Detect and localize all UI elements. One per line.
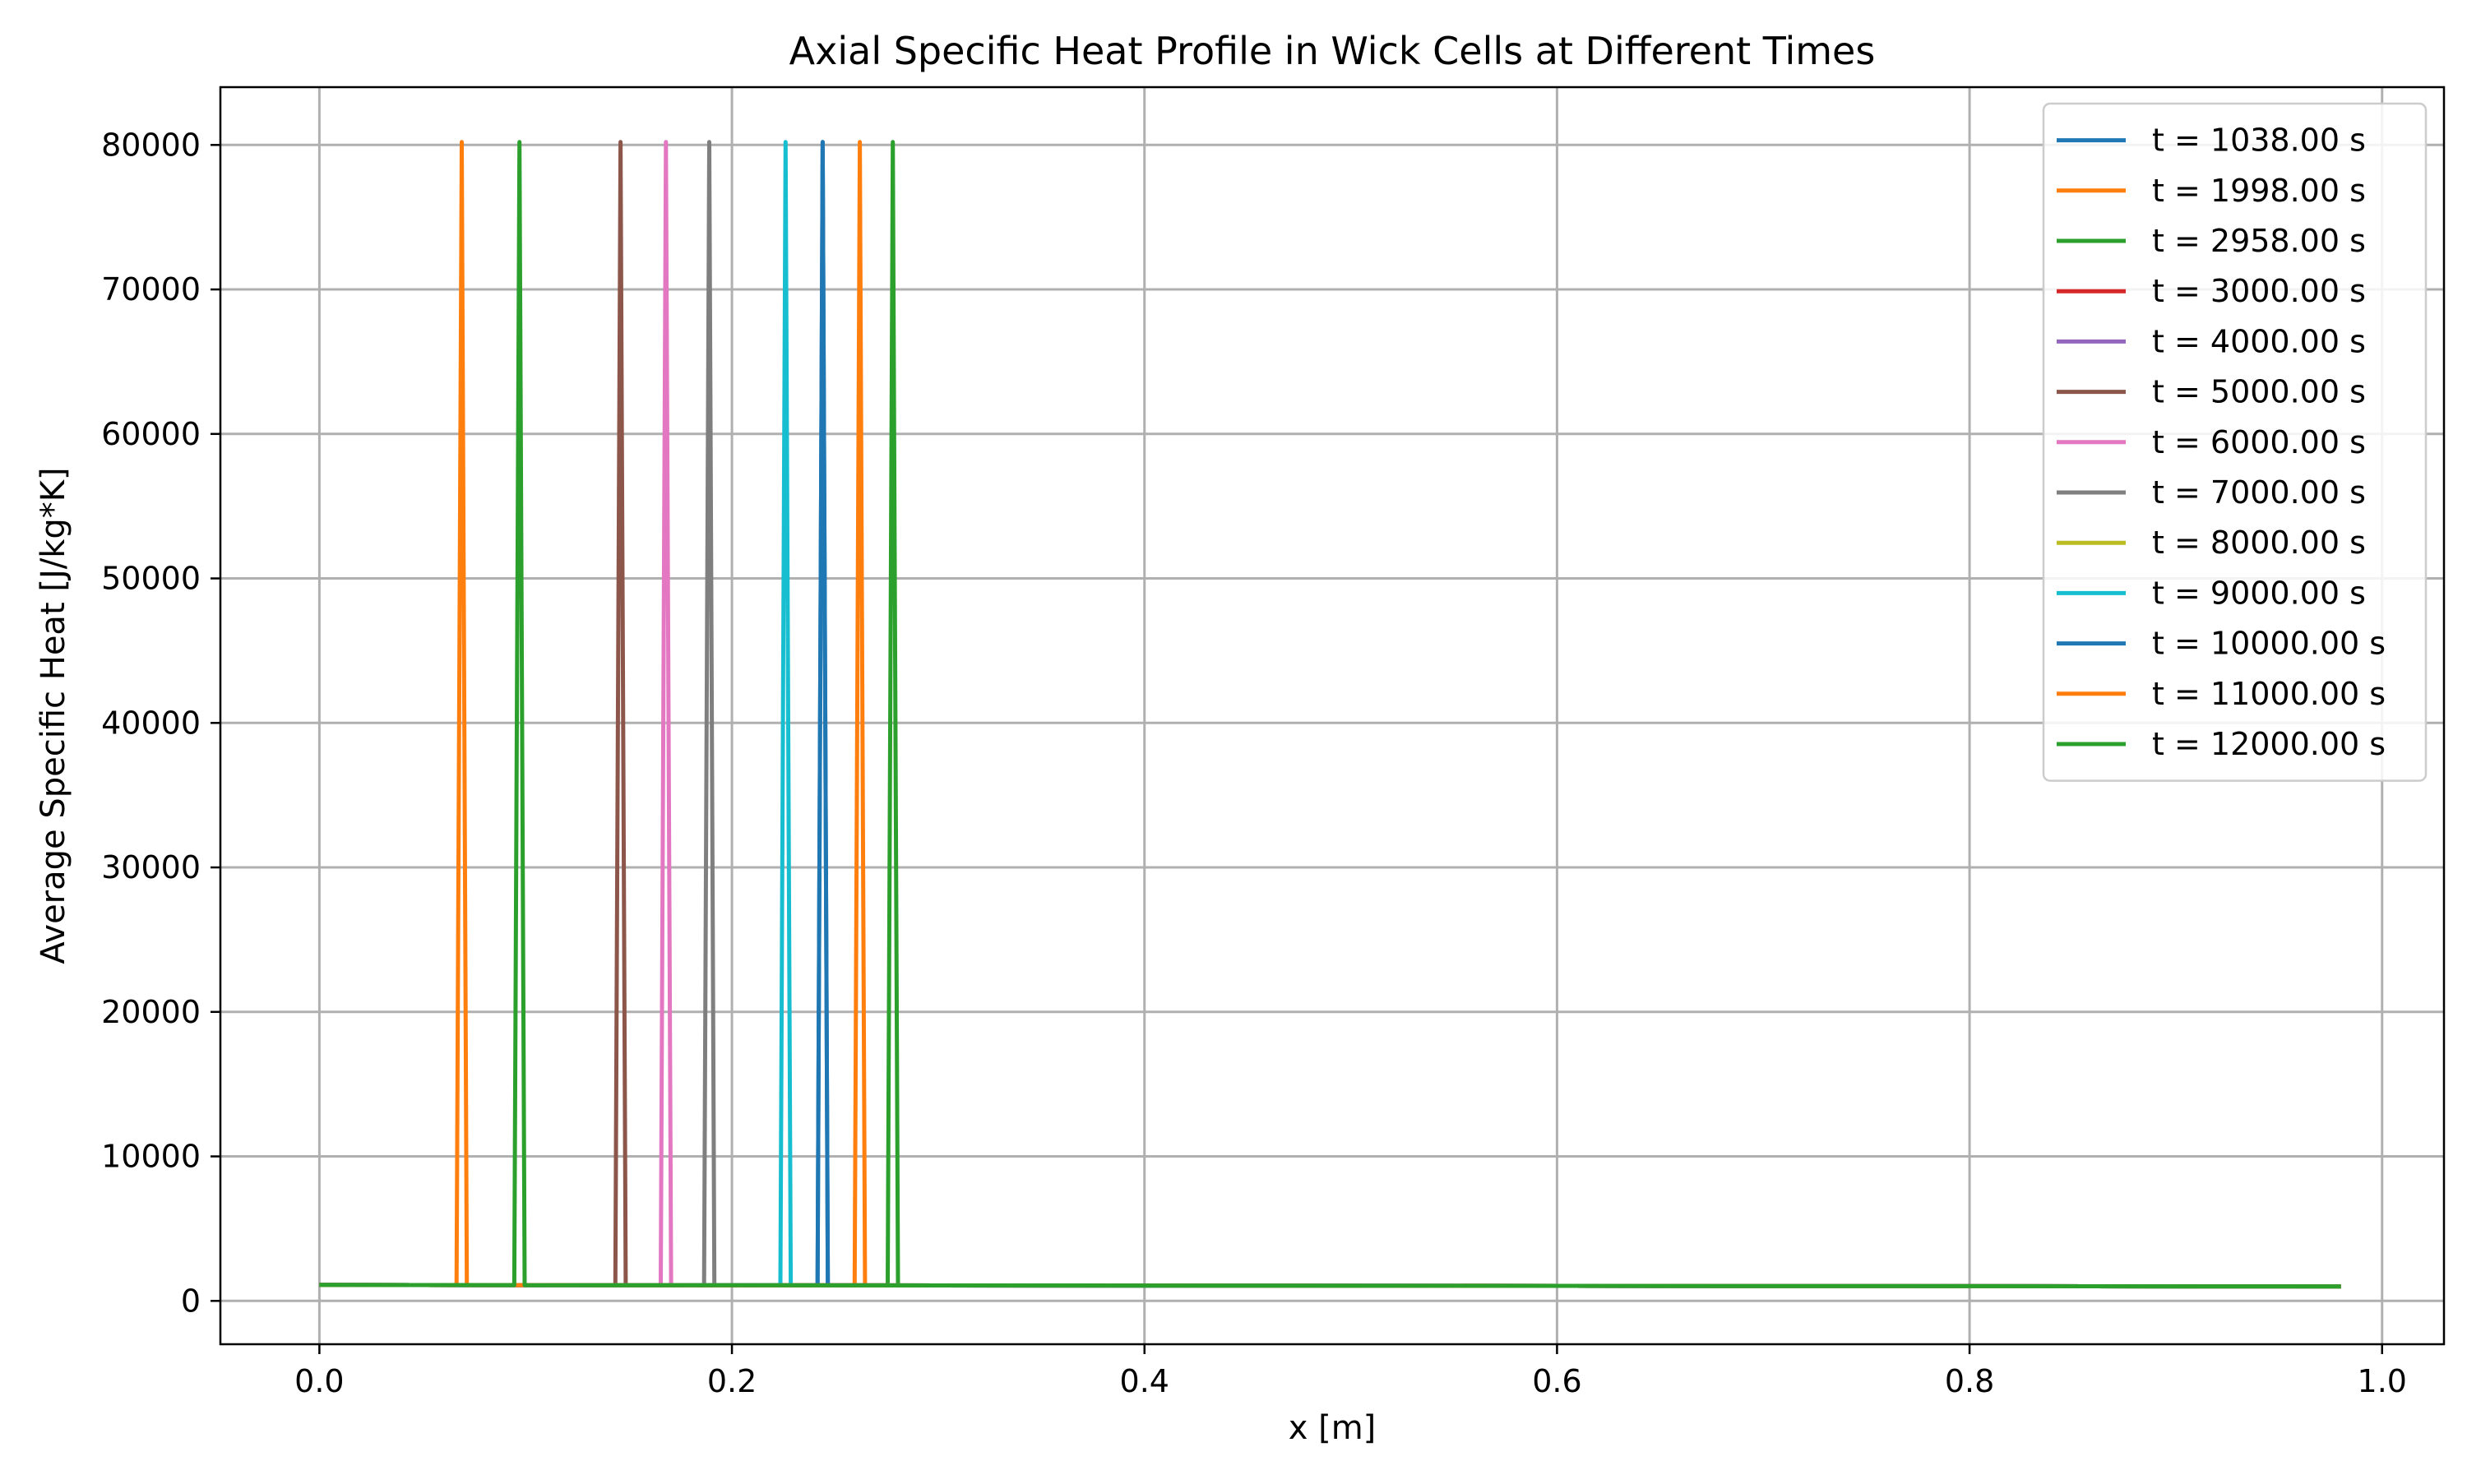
x-tick-label: 0.0 xyxy=(294,1363,344,1399)
series-lines xyxy=(319,140,2341,1289)
x-tick-label: 1.0 xyxy=(2358,1363,2407,1399)
x-tick-label: 0.8 xyxy=(1945,1363,1994,1399)
legend-label: t = 2958.00 s xyxy=(2152,223,2366,259)
plot-frame xyxy=(219,86,2446,1346)
legend-label: t = 1038.00 s xyxy=(2152,123,2366,159)
series-line xyxy=(319,140,2341,1289)
legend-label: t = 6000.00 s xyxy=(2152,424,2366,460)
axis-ticks: 0.0 0.2 0.4 0.6 0.8 1.0 0 10000 20000 30000 40000 5… xyxy=(101,127,2407,1399)
y-tick-label: 20000 xyxy=(101,994,201,1030)
y-tick-label: 40000 xyxy=(101,705,201,741)
y-tick-label: 30000 xyxy=(101,849,201,885)
legend-label: t = 8000.00 s xyxy=(2152,525,2366,561)
x-axis-label: x [m] xyxy=(1289,1409,1377,1447)
legend-label: t = 5000.00 s xyxy=(2152,374,2366,410)
legend-label: t = 10000.00 s xyxy=(2152,626,2386,662)
legend: t = 1038.00 s t = 1998.00 s t = 2958.00 s t… xyxy=(2042,102,2428,782)
x-tick-label: 0.2 xyxy=(707,1363,757,1399)
y-tick-label: 70000 xyxy=(101,271,201,307)
legend-label: t = 7000.00 s xyxy=(2152,474,2366,511)
x-tick-label: 0.4 xyxy=(1120,1363,1169,1399)
legend-label: t = 1998.00 s xyxy=(2152,173,2366,209)
legend-label: t = 9000.00 s xyxy=(2152,575,2366,611)
legend-label: t = 4000.00 s xyxy=(2152,323,2366,359)
x-tick-label: 0.6 xyxy=(1532,1363,1581,1399)
legend-label: t = 12000.00 s xyxy=(2152,726,2386,762)
y-axis-label: Average Specific Heat [J/kg*K] xyxy=(35,467,72,964)
legend-box xyxy=(2042,102,2428,782)
legend-label: t = 11000.00 s xyxy=(2152,676,2386,712)
chart-title: Axial Specific Heat Profile in Wick Cell… xyxy=(789,29,1876,73)
y-tick-label: 60000 xyxy=(101,416,201,452)
y-tick-label: 10000 xyxy=(101,1139,201,1175)
y-tick-label: 50000 xyxy=(101,561,201,597)
y-tick-label: 0 xyxy=(181,1283,201,1319)
y-tick-label: 80000 xyxy=(101,127,201,163)
legend-label: t = 3000.00 s xyxy=(2152,273,2366,309)
